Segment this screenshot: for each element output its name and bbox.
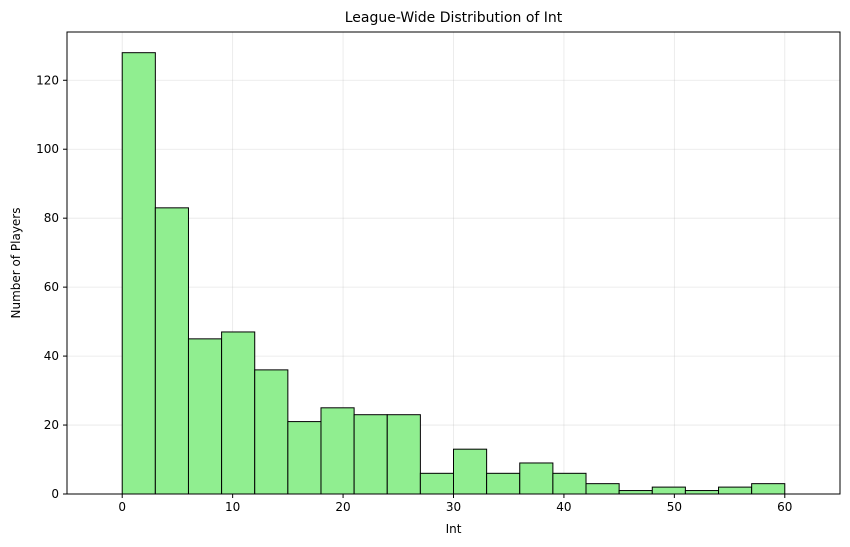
x-tick-label-2: 20: [335, 500, 350, 514]
grid-lines: [67, 32, 840, 495]
x-tick-label-5: 50: [667, 500, 682, 514]
y-tick-label-3: 60: [44, 280, 59, 294]
y-axis-label: Number of Players: [9, 208, 23, 319]
x-tick-label-1: 10: [225, 500, 240, 514]
histogram-bar-8: [386, 414, 421, 495]
y-tick-label-0: 0: [51, 487, 59, 501]
y-axis-ticks: 0 20 40 60 80 100 120: [36, 73, 67, 501]
histogram-bar-9: [419, 472, 454, 495]
chart-title: League-Wide Distribution of Int: [345, 10, 563, 26]
histogram-bar-17: [684, 490, 720, 495]
histogram-bar-12: [519, 462, 554, 495]
x-tick-label-4: 40: [556, 500, 571, 514]
x-tick-label-0: 0: [118, 500, 126, 514]
histogram-bar-15: [618, 490, 653, 495]
histogram-bar-5: [287, 421, 322, 495]
histogram-bar-11: [486, 472, 521, 495]
histogram-bar-18: [718, 486, 753, 495]
histogram-bar-4: [254, 369, 289, 495]
y-tick-label-4: 80: [44, 211, 59, 225]
y-tick-label-2: 40: [44, 349, 59, 363]
histogram-bar-7: [353, 414, 388, 495]
histogram-bar-0: [121, 52, 156, 495]
histogram-bar-14: [585, 483, 620, 495]
histogram-bar-1: [154, 207, 189, 495]
x-axis-label: Int: [446, 522, 462, 536]
histogram-bar-19: [751, 483, 786, 495]
histogram-bar-10: [453, 448, 488, 495]
y-tick-label-5: 100: [36, 142, 59, 156]
histogram-bar-6: [320, 407, 355, 495]
x-axis-ticks: 0 10 20 30 40 50 60: [118, 494, 792, 514]
y-tick-label-1: 20: [44, 418, 59, 432]
histogram-bar-2: [187, 338, 223, 495]
histogram-bar-13: [552, 472, 587, 495]
bars: [121, 52, 786, 495]
histogram-bar-16: [651, 486, 686, 495]
y-tick-label-6: 120: [36, 73, 59, 87]
histogram-bar-3: [221, 331, 256, 495]
x-tick-label-6: 60: [777, 500, 792, 514]
x-tick-label-3: 30: [446, 500, 461, 514]
